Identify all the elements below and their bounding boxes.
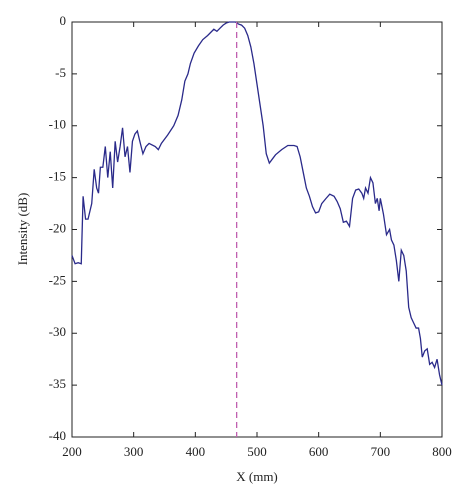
y-tick-label: -40 — [49, 428, 66, 443]
x-tick-label: 800 — [432, 444, 452, 459]
x-tick-label: 300 — [124, 444, 144, 459]
y-axis-label: Intensity (dB) — [15, 193, 30, 266]
y-tick-label: 0 — [60, 13, 67, 28]
x-tick-label: 200 — [62, 444, 82, 459]
y-tick-label: -30 — [49, 324, 66, 339]
x-tick-label: 700 — [371, 444, 391, 459]
y-tick-label: -35 — [49, 376, 66, 391]
y-tick-label: -20 — [49, 220, 66, 235]
x-tick-label: 500 — [247, 444, 267, 459]
y-tick-label: -10 — [49, 117, 66, 132]
y-tick-label: -15 — [49, 169, 66, 184]
x-axis-label: X (mm) — [236, 469, 278, 484]
y-tick-label: -25 — [49, 272, 66, 287]
y-tick-label: -5 — [55, 65, 66, 80]
x-tick-label: 600 — [309, 444, 329, 459]
data-line — [71, 21, 443, 386]
x-tick-label: 400 — [186, 444, 206, 459]
